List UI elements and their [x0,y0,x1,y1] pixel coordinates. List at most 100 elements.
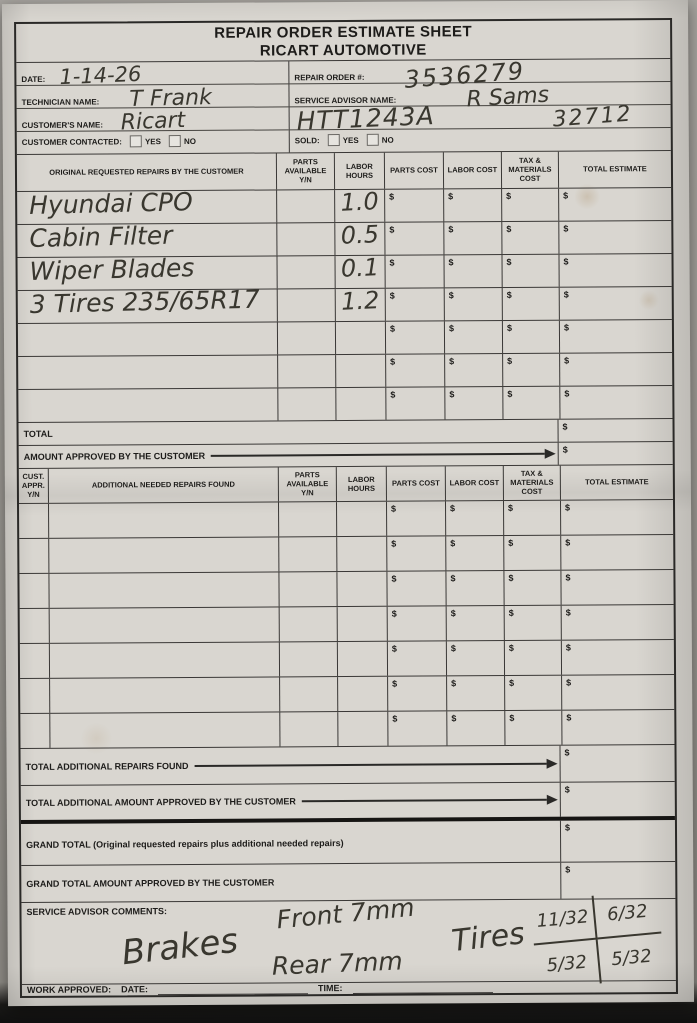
dollar-sign: $ [392,678,398,689]
dollar-sign: $ [448,191,454,202]
dollar-sign: $ [507,388,513,399]
service-advisor-comments-section: SERVICE ADVISOR COMMENTS: Brakes Front 7… [21,889,676,990]
total-estimate-cell: $ [560,353,672,386]
dollar-sign: $ [563,322,569,333]
additional-table-header-row: CUST. APPR. Y/N ADDITIONAL NEEDED REPAIR… [18,464,673,504]
dollar-sign: $ [391,608,397,619]
total-estimate-cell: $ [562,605,674,640]
total-additional-found-arrow [194,758,558,771]
parts-available-cell [280,711,339,747]
header-cell-total-estimate: TOTAL ESTIMATE [583,164,647,174]
date-blank-line [157,983,309,996]
total-estimate-cell: $ [562,675,674,710]
parts-available-cell [279,641,339,677]
dollar-sign: $ [506,190,512,201]
parts-available-cell [278,354,337,388]
additional-row: $ $ $ $ [20,709,675,749]
dollar-sign: $ [508,502,514,513]
service-advisor-label: SERVICE ADVISOR NAME: [294,95,397,106]
dollar-sign: $ [565,865,571,876]
technician-field: TECHNICIAN NAME: T Frank [16,84,289,113]
dollar-sign: $ [565,607,571,618]
labor-hours-cell [338,711,389,746]
customer-name-label: CUSTOMER'S NAME: [21,120,104,130]
labor-cost-cell: $ [444,188,503,222]
header-cell-description: ORIGINAL REQUESTED REPAIRS BY THE CUSTOM… [16,153,278,191]
labor-cost-cell: $ [447,675,506,711]
additional-repairs-table: CUST. APPR. Y/N ADDITIONAL NEEDED REPAIR… [18,464,675,820]
header-cell-tax-materials: TAX & MATERIALS COST [501,151,560,188]
dollar-sign: $ [451,713,457,724]
sold-yes-label: YES [342,135,359,145]
parts-available-cell [277,222,336,256]
sold-yes-checkbox [327,134,340,147]
tax-materials-cost-cell: $ [502,287,560,320]
technician-handwritten-value: T Frank [129,85,212,113]
header-cell-labor-hours: LABOR HOURS [334,152,386,189]
labor-hours-cell [337,606,388,641]
parts-cost-cell: $ [386,501,447,536]
labor-cost-cell: $ [446,535,505,571]
total-estimate-cell: $ [560,386,672,419]
amount-approved-money-cell: $ [557,441,673,465]
grand-total-money-cell: $ [559,819,676,863]
estimate-row: $ $ $ $ [18,352,673,390]
date-handwritten-value: 1-14-26 [58,61,142,90]
comment-brakes-handwritten: Brakes [119,920,241,974]
dollar-sign: $ [564,747,570,758]
info-right-column: REPAIR ORDER #: 3536279 SERVICE ADVISOR … [288,57,671,153]
tread-rear-right: 5/32 [610,945,653,971]
total-estimate-cell: $ [562,710,674,745]
tax-materials-cost-cell: $ [503,353,561,386]
estimate-row: 3 Tires 235/65R17 1.2 $ $ $ $ [17,285,672,324]
dollar-sign: $ [389,191,395,202]
dollar-sign: $ [390,356,396,367]
parts-available-cell [277,321,337,355]
dollar-sign: $ [563,223,569,234]
tax-materials-cost-cell: $ [504,535,562,570]
labor-cost-cell: $ [445,500,505,536]
total-estimate-cell: $ [562,640,674,675]
tax-materials-cost-cell: $ [502,320,561,353]
labor-hours-handwritten: 0.5 [340,220,380,250]
amount-approved-label: AMOUNT APPROVED BY THE CUSTOMER [23,450,206,462]
header-cell-total-estimate: TOTAL ESTIMATE [585,477,649,487]
labor-cost-cell: $ [444,287,503,321]
parts-available-cell [279,606,338,642]
grand-total-row: GRAND TOTAL (Original requested repairs … [20,819,676,867]
total-label: TOTAL [23,428,53,439]
description-handwritten: Hyundai CPO [28,187,194,220]
dollar-sign: $ [450,503,456,514]
total-estimate-cell: $ [559,221,671,254]
customer-name-field: CUSTOMER'S NAME: Ricart [16,107,289,136]
tax-materials-cost-cell: $ [505,675,563,710]
labor-hours-cell: 1.2 [335,286,386,321]
dollar-sign: $ [391,503,397,514]
technician-label: TECHNICIAN NAME: [21,97,100,107]
additional-row: $ $ $ $ [19,534,674,574]
dollar-sign: $ [509,677,515,688]
parts-available-cell [277,255,336,289]
dollar-sign: $ [449,356,455,367]
header-cell-parts-cost: PARTS COST [386,466,446,501]
tax-materials-cost-cell: $ [504,640,563,675]
grand-total-label: GRAND TOTAL (Original requested repairs … [26,837,344,850]
parts-cost-cell: $ [385,288,445,321]
dollar-sign: $ [565,502,571,513]
description-cell: Wiper Blades [17,253,278,290]
dollar-sign: $ [565,537,571,548]
dollar-sign: $ [565,572,571,583]
header-cell-parts-available: PARTS AVAILABLE Y/N [278,466,337,502]
labor-hours-cell [337,571,388,606]
header-cell-labor-hours: LABOR HOURS [336,466,387,501]
total-additional-approved-money-cell: $ [559,781,675,817]
parts-cost-cell: $ [385,189,445,222]
total-estimate-cell: $ [561,570,673,605]
total-estimate-cell: $ [560,287,672,320]
dollar-sign: $ [389,257,395,268]
estimate-row: Cabin Filter 0.5 $ $ $ $ [17,220,672,258]
cust-appr-cell [18,503,50,538]
parts-available-cell [277,189,336,223]
labor-hours-cell [337,536,388,571]
service-advisor-comments-label: SERVICE ADVISOR COMMENTS: [26,906,168,917]
